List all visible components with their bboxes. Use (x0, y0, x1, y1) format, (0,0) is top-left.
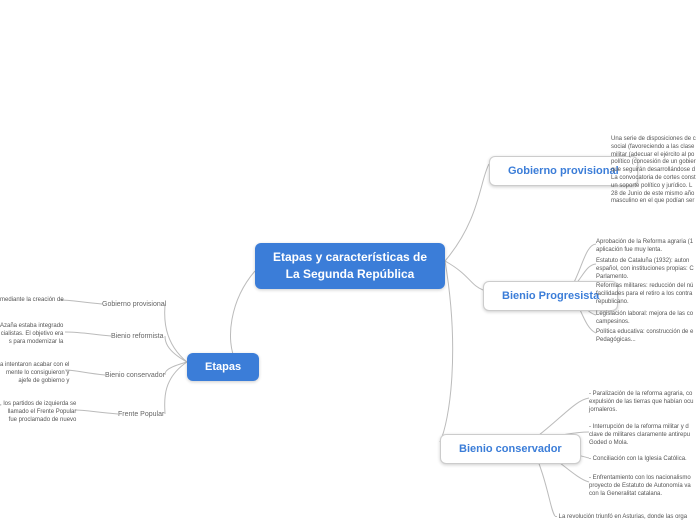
branch-label: Bienio conservador (459, 443, 562, 455)
etapas-child-3[interactable]: Frente Popular (118, 411, 164, 418)
branch-bienio-conservador[interactable]: Bienio conservador (440, 434, 581, 464)
note-bc-1: - Interrupción de la reforma militar y d… (589, 424, 690, 447)
etapas-note-0: mediante la creación de (0, 297, 64, 305)
note-bc-0: - Paralización de la reforma agraria, co… (589, 391, 693, 414)
branch-label: Gobierno provisional (508, 165, 619, 177)
root-node[interactable]: Etapas y características de La Segunda R… (255, 243, 445, 289)
etapas-child-2[interactable]: Bienio conservador (105, 372, 165, 379)
note-bp-3: Legislación laboral: mejora de las cocam… (596, 311, 693, 327)
branch-label: Bienio Progresista (502, 290, 599, 302)
etapas-note-3: , los partidos de izquierda sellamado el… (0, 401, 76, 424)
note-bp-4: Política educativa: construcción de ePed… (596, 329, 693, 345)
etapas-note-1: Azaña estaba integradocialistas. El obje… (0, 323, 63, 346)
etapas-child-0[interactable]: Gobierno provisional (102, 301, 166, 308)
etapas-label: Etapas (205, 361, 241, 373)
etapas-note-2: a intentaron acabar con elmente lo consi… (0, 362, 69, 385)
branch-etapas[interactable]: Etapas (187, 353, 259, 381)
note-bp-0: Aprobación de la Reforma agraria (1aplic… (596, 239, 693, 255)
note-bc-3: - Enfrentamiento con los nacionalismopro… (589, 475, 691, 498)
note-bp-1: Estatuto de Cataluña (1932): autonespaño… (596, 258, 694, 281)
etapas-child-1[interactable]: Bienio reformista (111, 333, 164, 340)
root-title: Etapas y características de La Segunda R… (273, 250, 427, 281)
note-bc-4: - La revolución triunfó en Asturias, don… (555, 514, 687, 522)
note-bc-2: - Conciliación con la Iglesia Católica. (589, 456, 687, 464)
note-bp-2: Reformas militares: reducción del núfaci… (596, 283, 693, 306)
note-gobierno-provisional: Una serie de disposiciones de csocial (f… (611, 136, 696, 206)
